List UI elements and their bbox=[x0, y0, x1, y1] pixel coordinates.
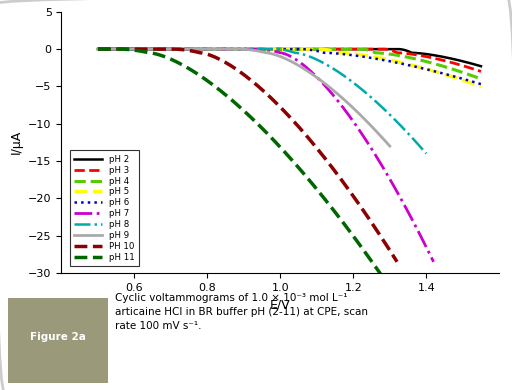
Text: Figure 2a: Figure 2a bbox=[30, 332, 86, 342]
FancyBboxPatch shape bbox=[8, 298, 108, 383]
Legend: pH 2, pH 3, pH 4, pH 5, pH 6, pH 7, pH 8, pH 9, PH 10, pH 11: pH 2, pH 3, pH 4, pH 5, pH 6, pH 7, pH 8… bbox=[70, 151, 139, 266]
X-axis label: E/V: E/V bbox=[270, 298, 291, 311]
Y-axis label: I/μA: I/μA bbox=[10, 130, 23, 154]
Text: Cyclic voltammograms of 1.0 × 10⁻³ mol L⁻¹
articaine HCl in BR buffer pH (2-11) : Cyclic voltammograms of 1.0 × 10⁻³ mol L… bbox=[115, 293, 368, 331]
